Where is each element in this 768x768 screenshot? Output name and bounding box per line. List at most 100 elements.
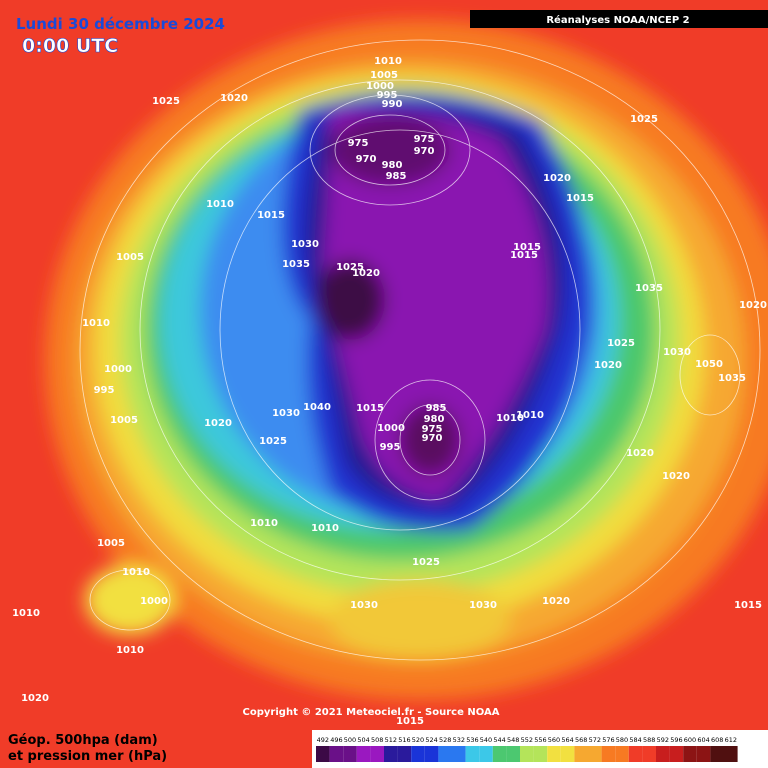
legend-label: 540 — [480, 736, 492, 744]
legend-label: 604 — [697, 736, 709, 744]
isobar-label: 1010 — [311, 523, 339, 534]
caption-line: Géop. 500hpa (dam) — [8, 733, 158, 748]
isobar-label: 1020 — [594, 360, 622, 371]
isobar-label: 1000 — [377, 423, 405, 434]
isobar-label: 975 — [422, 424, 443, 435]
date: Lundi 30 décembre 2024 — [16, 15, 225, 33]
legend-label: 500 — [344, 736, 356, 744]
legend-label: 524 — [425, 736, 437, 744]
isobar-label: 1010 — [516, 410, 544, 421]
legend-swatch — [411, 746, 425, 762]
isobar-label: 1035 — [635, 283, 663, 294]
isobar-label: 1050 — [695, 359, 723, 370]
legend-swatch — [424, 746, 439, 762]
legend-swatch — [574, 746, 588, 762]
legend-label: 592 — [657, 736, 669, 744]
isobar-label: 1030 — [350, 600, 378, 611]
legend-label: 596 — [670, 736, 682, 744]
legend-label: 532 — [453, 736, 465, 744]
isobar-label: 980 — [382, 160, 403, 171]
isobar-label: 985 — [386, 171, 407, 182]
isobar-label: 1020 — [352, 268, 380, 279]
isobar-label: 1030 — [272, 408, 300, 419]
legend-swatch — [696, 746, 711, 762]
isobar-label: 1015 — [734, 600, 762, 611]
isobar-label: 1005 — [370, 70, 398, 81]
legend-swatch — [343, 746, 357, 762]
legend-swatch — [615, 746, 629, 762]
legend-swatch — [397, 746, 412, 762]
isobar-label: 1010 — [12, 608, 40, 619]
isobar-label: 970 — [414, 146, 435, 157]
legend-label: 576 — [602, 736, 614, 744]
isobar-label: 980 — [424, 414, 445, 425]
isobar-label: 1020 — [739, 300, 767, 311]
isobar-label: 1000 — [104, 364, 132, 375]
legend-swatch — [642, 746, 656, 762]
isobar-label: 1015 — [566, 193, 594, 204]
legend-label: 580 — [616, 736, 628, 744]
source: Réanalyses NOAA/NCEP 2 — [546, 14, 689, 26]
isobar-label: 1035 — [718, 373, 746, 384]
legend-swatch — [588, 746, 602, 762]
legend-label: 504 — [357, 736, 369, 744]
isobar-label: 1030 — [663, 347, 691, 358]
isobar-label: 1020 — [626, 448, 654, 459]
legend-swatch — [669, 746, 684, 762]
legend-swatch — [724, 746, 738, 762]
legend-label: 584 — [629, 736, 641, 744]
legend-label: 496 — [330, 736, 342, 744]
isobar-label: 975 — [414, 134, 435, 145]
isobar-label: 1020 — [204, 418, 232, 429]
legend-label: 520 — [412, 736, 424, 744]
isobar-label: 1015 — [396, 716, 424, 727]
legend-swatch — [492, 746, 507, 762]
isobar-label: 1010 — [374, 56, 402, 67]
legend-swatch — [710, 746, 724, 762]
legend-swatch — [506, 746, 520, 762]
isobar-label: 1015 — [513, 242, 541, 253]
isobar-label: 1000 — [140, 596, 168, 607]
caption-line: et pression mer (hPa) — [8, 749, 167, 764]
isobar-label: 1005 — [97, 538, 125, 549]
legend-swatch — [547, 746, 561, 762]
legend-swatch — [384, 746, 398, 762]
isobar-label: 1020 — [542, 596, 570, 607]
isobar-label: 1030 — [469, 600, 497, 611]
legend-swatch — [601, 746, 616, 762]
isobar-label: 1025 — [336, 262, 364, 273]
legend-swatch — [329, 746, 344, 762]
isobar-label: 1025 — [152, 96, 180, 107]
isobar-label: 1025 — [412, 557, 440, 568]
isobar-label: 985 — [426, 403, 447, 414]
isobar-label: 1015 — [257, 210, 285, 221]
legend-label: 508 — [371, 736, 383, 744]
legend-swatch — [452, 746, 466, 762]
legend-label: 516 — [398, 736, 410, 744]
legend-label: 492 — [317, 736, 329, 744]
isobar-label: 1025 — [259, 436, 287, 447]
legend-label: 600 — [684, 736, 696, 744]
legend-swatch — [465, 746, 480, 762]
legend-label: 544 — [493, 736, 505, 744]
legend-swatch — [370, 746, 384, 762]
isobar-label: 1040 — [303, 402, 331, 413]
copyright: Copyright © 2021 Meteociel.fr - Source N… — [243, 707, 500, 718]
isobar-label: 1010 — [82, 318, 110, 329]
isobar-label: 1025 — [607, 338, 635, 349]
legend-swatch — [656, 746, 670, 762]
legend-label: 572 — [589, 736, 601, 744]
isobar-label: 1025 — [630, 114, 658, 125]
legend-label: 548 — [507, 736, 519, 744]
isobar-label: 1020 — [21, 693, 49, 704]
legend-label: 588 — [643, 736, 655, 744]
legend-label: 556 — [534, 736, 546, 744]
legend-label: 528 — [439, 736, 451, 744]
legend-swatch — [560, 746, 575, 762]
isobar-label: 1020 — [662, 471, 690, 482]
legend-label: 612 — [725, 736, 737, 744]
isobar-label: 1015 — [510, 250, 538, 261]
legend-label: 564 — [561, 736, 573, 744]
isobar-label: 1020 — [220, 93, 248, 104]
